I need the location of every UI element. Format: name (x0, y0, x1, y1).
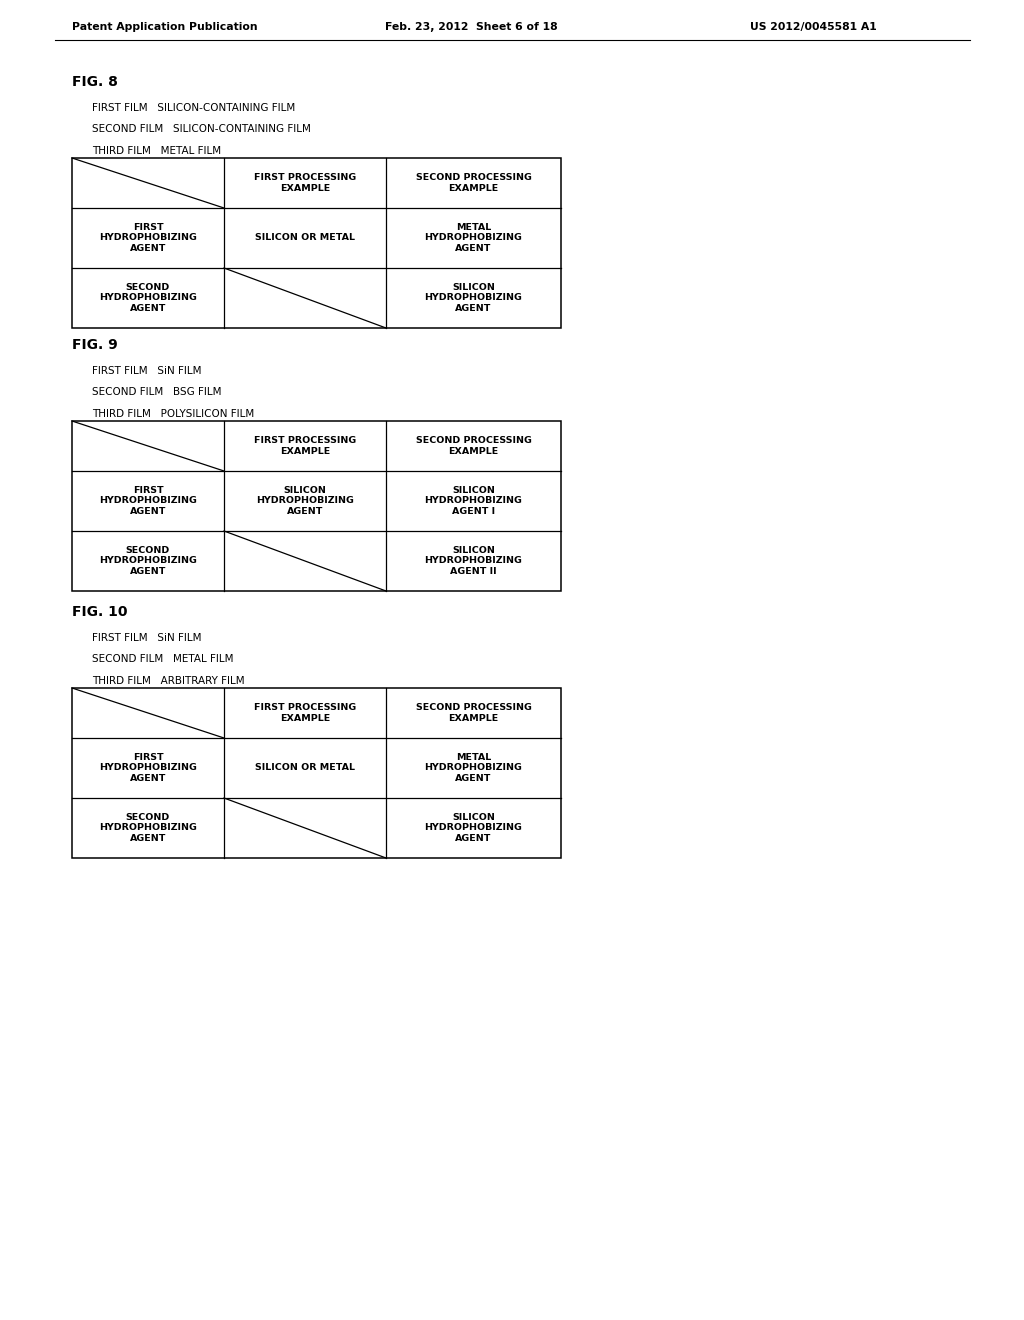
Text: FIRST FILM   SiN FILM: FIRST FILM SiN FILM (92, 634, 202, 643)
Text: SILICON
HYDROPHOBIZING
AGENT II: SILICON HYDROPHOBIZING AGENT II (425, 546, 522, 576)
Text: SECOND
HYDROPHOBIZING
AGENT: SECOND HYDROPHOBIZING AGENT (99, 813, 197, 843)
Text: THIRD FILM   METAL FILM: THIRD FILM METAL FILM (92, 147, 221, 156)
Text: METAL
HYDROPHOBIZING
AGENT: METAL HYDROPHOBIZING AGENT (425, 223, 522, 253)
Text: SILICON
HYDROPHOBIZING
AGENT: SILICON HYDROPHOBIZING AGENT (256, 486, 354, 516)
Text: US 2012/0045581 A1: US 2012/0045581 A1 (750, 22, 877, 32)
Text: SILICON
HYDROPHOBIZING
AGENT I: SILICON HYDROPHOBIZING AGENT I (425, 486, 522, 516)
Text: SECOND FILM   BSG FILM: SECOND FILM BSG FILM (92, 388, 221, 397)
Text: SECOND FILM   SILICON-CONTAINING FILM: SECOND FILM SILICON-CONTAINING FILM (92, 124, 311, 135)
Text: METAL
HYDROPHOBIZING
AGENT: METAL HYDROPHOBIZING AGENT (425, 754, 522, 783)
Text: FIRST
HYDROPHOBIZING
AGENT: FIRST HYDROPHOBIZING AGENT (99, 223, 197, 253)
Text: Patent Application Publication: Patent Application Publication (72, 22, 258, 32)
Bar (72, 688, 561, 858)
Text: FIRST FILM   SILICON-CONTAINING FILM: FIRST FILM SILICON-CONTAINING FILM (92, 103, 295, 114)
Text: FIG. 8: FIG. 8 (72, 75, 118, 88)
Text: Feb. 23, 2012  Sheet 6 of 18: Feb. 23, 2012 Sheet 6 of 18 (385, 22, 558, 32)
Text: SILICON OR METAL: SILICON OR METAL (255, 234, 355, 243)
Text: SILICON OR METAL: SILICON OR METAL (255, 763, 355, 772)
Text: FIRST
HYDROPHOBIZING
AGENT: FIRST HYDROPHOBIZING AGENT (99, 486, 197, 516)
Text: FIG. 9: FIG. 9 (72, 338, 118, 352)
Text: THIRD FILM   POLYSILICON FILM: THIRD FILM POLYSILICON FILM (92, 409, 254, 418)
Text: FIRST
HYDROPHOBIZING
AGENT: FIRST HYDROPHOBIZING AGENT (99, 754, 197, 783)
Text: SECOND FILM   METAL FILM: SECOND FILM METAL FILM (92, 655, 233, 664)
Text: SECOND PROCESSING
EXAMPLE: SECOND PROCESSING EXAMPLE (416, 704, 531, 723)
Text: SECOND PROCESSING
EXAMPLE: SECOND PROCESSING EXAMPLE (416, 437, 531, 455)
Text: FIRST FILM   SiN FILM: FIRST FILM SiN FILM (92, 366, 202, 376)
Text: SECOND PROCESSING
EXAMPLE: SECOND PROCESSING EXAMPLE (416, 173, 531, 193)
Bar (72, 158, 561, 327)
Text: SECOND
HYDROPHOBIZING
AGENT: SECOND HYDROPHOBIZING AGENT (99, 282, 197, 313)
Text: FIRST PROCESSING
EXAMPLE: FIRST PROCESSING EXAMPLE (254, 173, 356, 193)
Text: FIRST PROCESSING
EXAMPLE: FIRST PROCESSING EXAMPLE (254, 704, 356, 723)
Bar (72, 421, 561, 591)
Text: SILICON
HYDROPHOBIZING
AGENT: SILICON HYDROPHOBIZING AGENT (425, 813, 522, 843)
Text: FIG. 10: FIG. 10 (72, 605, 128, 619)
Text: SILICON
HYDROPHOBIZING
AGENT: SILICON HYDROPHOBIZING AGENT (425, 282, 522, 313)
Text: SECOND
HYDROPHOBIZING
AGENT: SECOND HYDROPHOBIZING AGENT (99, 546, 197, 576)
Text: FIRST PROCESSING
EXAMPLE: FIRST PROCESSING EXAMPLE (254, 437, 356, 455)
Text: THIRD FILM   ARBITRARY FILM: THIRD FILM ARBITRARY FILM (92, 676, 245, 686)
